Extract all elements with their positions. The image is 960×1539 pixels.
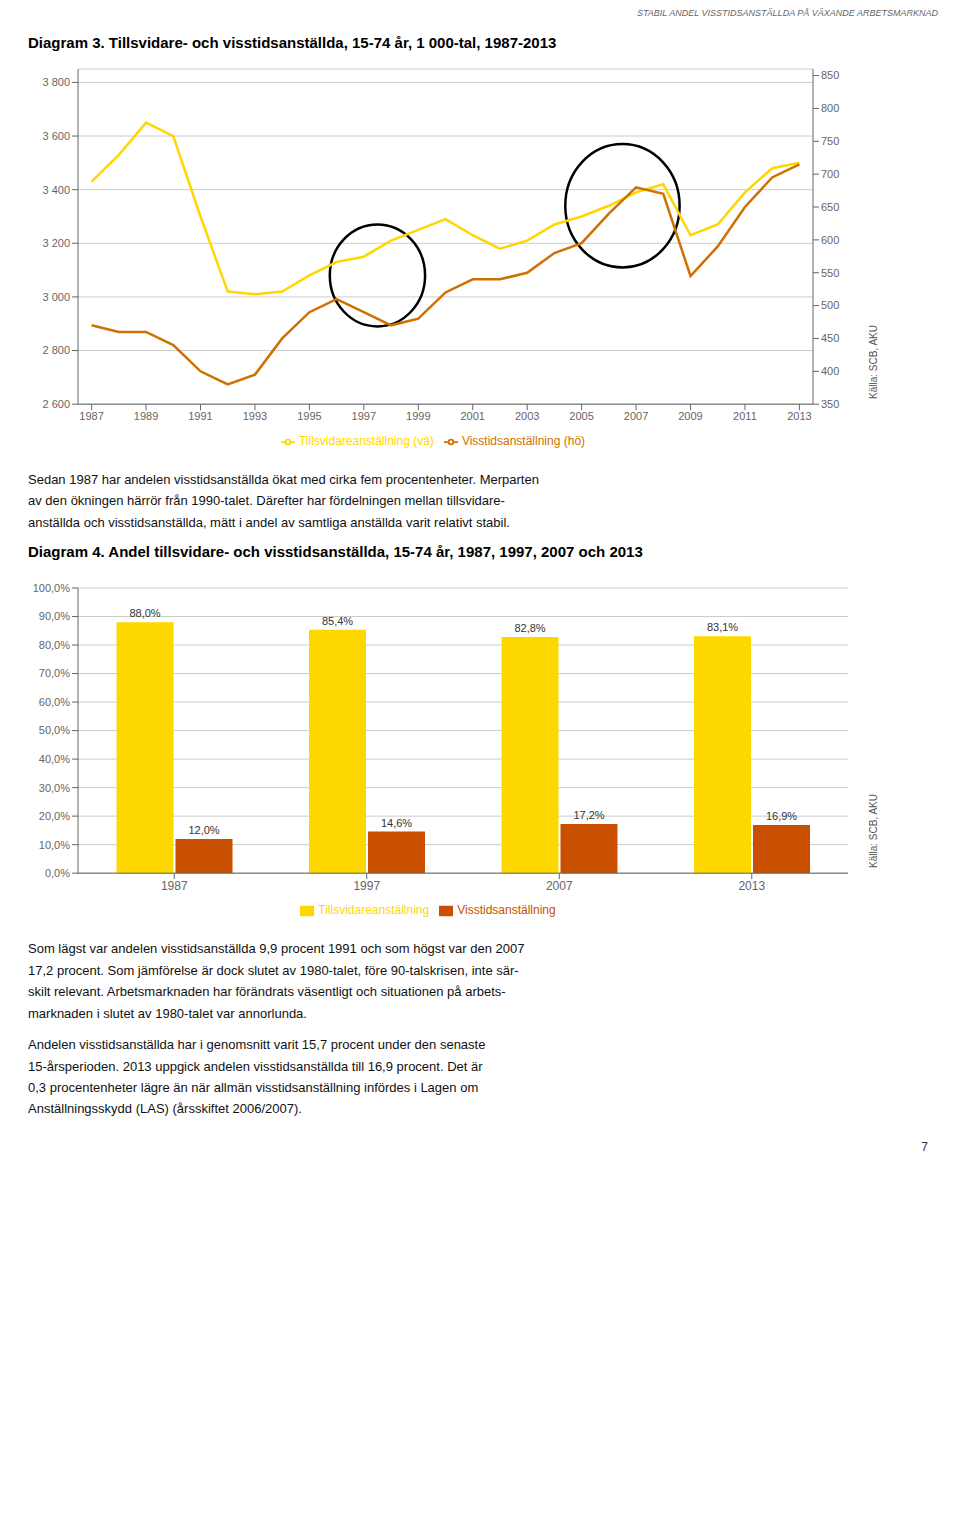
html-text:Diagram 4. Andel tillsvidare-: Diagram 4. Andel tillsvidare- och vissti… [28,543,643,561]
html-text:Tillsvidareanställning: Tillsvidareanställning [318,903,430,918]
svg-text:2007: 2007 [546,879,573,893]
svg-text:750: 750 [821,135,839,147]
html-text:Som lägst var andelen visstids: Som lägst var andelen visstidsanställda … [28,941,525,1021]
svg-text:400: 400 [821,365,839,377]
svg-text:2007: 2007 [624,410,648,422]
svg-text:50,0%: 50,0% [39,725,70,737]
svg-text:500: 500 [821,299,839,311]
svg-text:1993: 1993 [243,410,267,422]
svg-text:20,0%: 20,0% [39,810,70,822]
svg-text:1997: 1997 [353,879,380,893]
svg-text:10,0%: 10,0% [39,839,70,851]
svg-text:450: 450 [821,332,839,344]
svg-text:600: 600 [821,234,839,246]
svg-text:88,0%: 88,0% [129,608,160,620]
html-text:7: 7 [921,1139,928,1154]
svg-text:1987: 1987 [161,879,188,893]
html-text:Källa: SCB, AKU: Källa: SCB, AKU [868,325,879,399]
svg-text:0,0%: 0,0% [45,867,70,879]
svg-text:1997: 1997 [352,410,376,422]
svg-text:83,1%: 83,1% [707,622,738,634]
svg-text:40,0%: 40,0% [39,753,70,765]
html-text:Sedan 1987 har andelen visstid: Sedan 1987 har andelen visstidsanställda… [28,472,539,530]
svg-text:3 800: 3 800 [42,76,70,88]
svg-text:90,0%: 90,0% [39,611,70,623]
html-text:STABIL ANDEL VISSTIDSANSTÄLLDA: STABIL ANDEL VISSTIDSANSTÄLLDA PÅ VÄXAND… [636,8,938,18]
svg-text:1989: 1989 [134,410,158,422]
svg-text:1991: 1991 [188,410,212,422]
svg-text:82,8%: 82,8% [514,622,545,634]
svg-text:700: 700 [821,168,839,180]
svg-text:80,0%: 80,0% [39,639,70,651]
svg-text:3 200: 3 200 [42,237,70,249]
svg-text:16,9%: 16,9% [766,810,797,822]
html-text:Visstidsanställning: Visstidsanställning [457,903,556,918]
svg-text:1987: 1987 [79,410,103,422]
svg-text:550: 550 [821,267,839,279]
svg-text:650: 650 [821,201,839,213]
svg-text:2 800: 2 800 [42,344,70,356]
svg-text:2011: 2011 [733,410,757,422]
html-text:Diagram 3. Tillsvidare- och vi: Diagram 3. Tillsvidare- och visstidsanst… [28,34,557,51]
svg-text:2013: 2013 [787,410,811,422]
svg-text:2001: 2001 [460,410,484,422]
svg-text:60,0%: 60,0% [39,696,70,708]
svg-text:3 400: 3 400 [42,184,70,196]
svg-text:1999: 1999 [406,410,430,422]
svg-text:350: 350 [821,398,839,410]
svg-text:3 600: 3 600 [42,130,70,142]
html-text:Andelen visstidsanställda har: Andelen visstidsanställda har i genomsni… [28,1037,486,1117]
svg-text:12,0%: 12,0% [188,824,219,836]
svg-text:85,4%: 85,4% [322,615,353,627]
svg-text:70,0%: 70,0% [39,668,70,680]
svg-text:2009: 2009 [678,410,702,422]
svg-text:2005: 2005 [569,410,593,422]
svg-text:850: 850 [821,69,839,81]
html-text:Visstidsanställning (hö): Visstidsanställning (hö) [461,434,586,449]
svg-text:30,0%: 30,0% [39,782,70,794]
svg-text:2003: 2003 [515,410,539,422]
svg-text:100,0%: 100,0% [33,582,71,594]
svg-text:800: 800 [821,102,839,114]
html-text:Tillsvidareanställning (vä): Tillsvidareanställning (vä) [298,434,434,449]
svg-text:14,6%: 14,6% [381,817,412,829]
svg-text:2013: 2013 [738,879,765,893]
svg-text:17,2%: 17,2% [573,809,604,821]
svg-text:1995: 1995 [297,410,321,422]
svg-text:3 000: 3 000 [42,291,70,303]
svg-text:2 600: 2 600 [42,398,70,410]
html-text:Källa: SCB, AKU: Källa: SCB, AKU [868,794,879,869]
